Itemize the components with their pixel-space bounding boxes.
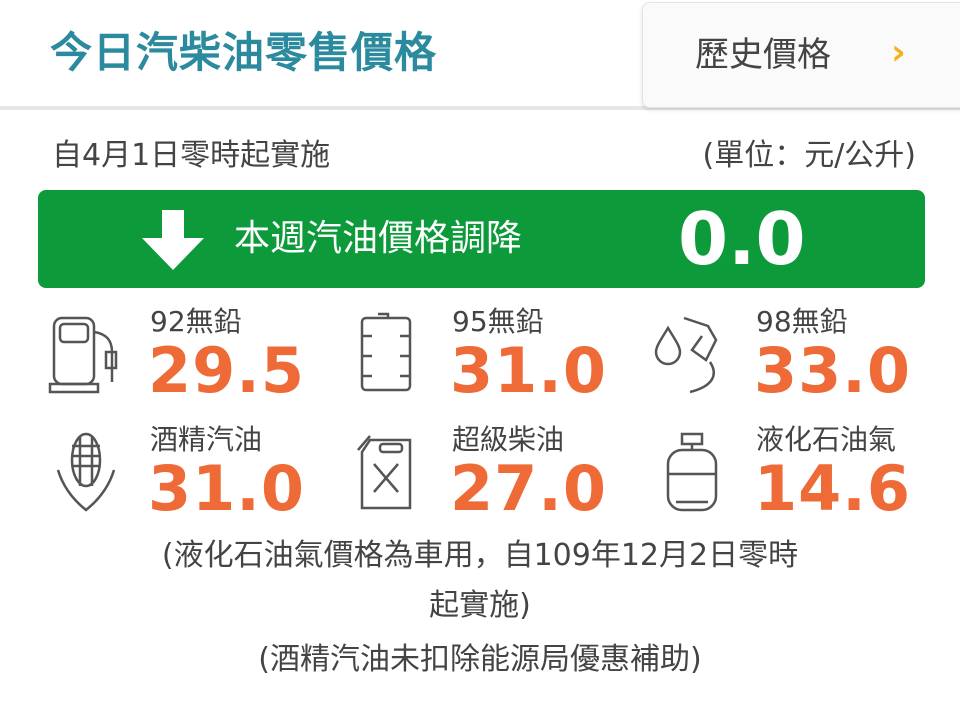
weekly-adjustment-banner: 本週汽油價格調降 0.0 xyxy=(38,190,925,288)
effective-date: 自4月1日零時起實施 xyxy=(52,138,331,173)
banner-value: 0.0 xyxy=(678,197,806,281)
price-item-98: 98無鉛 33.0 xyxy=(654,306,954,416)
price-value: 33.0 xyxy=(754,334,911,407)
price-label: 超級柴油 xyxy=(452,423,565,456)
corn-icon xyxy=(56,432,116,512)
banner-text: 本週汽油價格調降 xyxy=(234,218,523,259)
unit-label: (單位：元/公升) xyxy=(702,138,916,173)
price-value: 14.6 xyxy=(754,452,911,525)
price-label: 98無鉛 xyxy=(756,305,848,338)
gas-cylinder-icon xyxy=(666,432,718,512)
jerry-can-icon xyxy=(357,435,412,510)
price-value: 29.5 xyxy=(148,334,305,407)
price-label: 92無鉛 xyxy=(150,305,242,338)
oil-barrel-icon xyxy=(360,312,412,392)
arrow-down-icon xyxy=(142,210,204,270)
chevron-right-icon: › xyxy=(891,32,906,73)
price-item-ethanol: 酒精汽油 31.0 xyxy=(48,424,348,534)
price-label: 液化石油氣 xyxy=(756,423,897,456)
history-price-button[interactable]: 歷史價格 › xyxy=(642,2,960,108)
price-value: 31.0 xyxy=(450,334,607,407)
page-title: 今日汽柴油零售價格 xyxy=(50,28,438,77)
fuel-nozzle-icon xyxy=(654,316,718,394)
price-label: 酒精汽油 xyxy=(150,423,263,456)
fuel-pump-icon xyxy=(48,316,118,394)
history-price-label: 歷史價格 xyxy=(695,35,831,75)
price-value: 31.0 xyxy=(148,452,305,525)
price-label: 95無鉛 xyxy=(452,305,544,338)
price-item-92: 92無鉛 29.5 xyxy=(48,306,348,416)
header: 今日汽柴油零售價格 歷史價格 › xyxy=(0,0,960,110)
price-item-95: 95無鉛 31.0 xyxy=(350,306,650,416)
price-item-lpg: 液化石油氣 14.6 xyxy=(654,424,954,534)
lpg-note-line2: 起實施) xyxy=(429,588,531,623)
lpg-note-line1: (液化石油氣價格為車用，自109年12月2日零時 xyxy=(161,538,799,573)
price-value: 27.0 xyxy=(450,452,607,525)
price-item-diesel: 超級柴油 27.0 xyxy=(350,424,650,534)
ethanol-note: (酒精汽油未扣除能源局優惠補助) xyxy=(258,642,702,677)
